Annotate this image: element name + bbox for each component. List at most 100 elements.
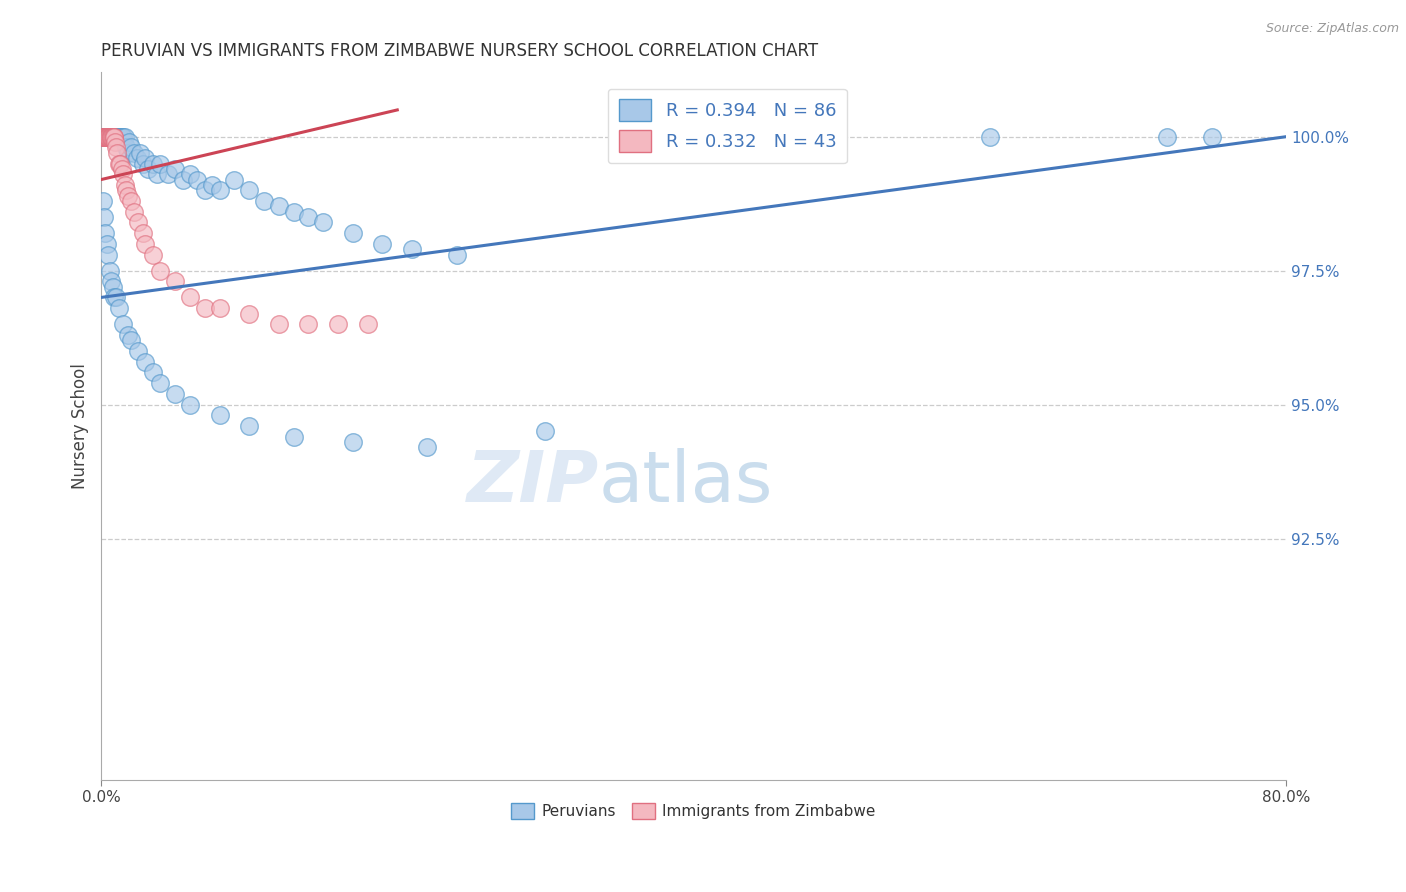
Point [101, 129, 124, 144]
Text: Source: ZipAtlas.com: Source: ZipAtlas.com [1265, 22, 1399, 36]
Point [112, 317, 135, 331]
Point [104, 129, 127, 144]
Point [120, 140, 142, 154]
Point [127, 215, 149, 229]
Point [156, 167, 179, 181]
Point [117, 327, 139, 342]
Point [94, 129, 117, 144]
Point [283, 204, 305, 219]
Point [96, 129, 118, 144]
Point [118, 135, 141, 149]
Point [105, 145, 128, 160]
Point [120, 194, 142, 208]
Point [98, 129, 121, 144]
Point [122, 204, 145, 219]
Point [165, 274, 187, 288]
Point [371, 236, 394, 251]
Point [224, 172, 246, 186]
Point [165, 387, 187, 401]
Point [94, 129, 117, 144]
Point [98, 263, 121, 277]
Point [138, 161, 160, 176]
Point [94, 129, 117, 144]
Point [108, 129, 131, 144]
Point [142, 366, 165, 380]
Point [297, 317, 319, 331]
Point [94, 129, 117, 144]
Point [115, 140, 138, 154]
Point [122, 145, 145, 160]
Point [201, 178, 224, 192]
Point [111, 161, 134, 176]
Point [101, 279, 124, 293]
Point [267, 317, 290, 331]
Point [979, 129, 1001, 144]
Point [149, 263, 172, 277]
Point [131, 226, 153, 240]
Point [238, 183, 260, 197]
Point [103, 129, 125, 144]
Point [110, 129, 132, 144]
Point [208, 183, 231, 197]
Point [91, 129, 114, 144]
Text: atlas: atlas [599, 448, 773, 517]
Point [100, 129, 122, 144]
Text: ZIP: ZIP [467, 448, 599, 517]
Point [312, 215, 335, 229]
Point [108, 301, 131, 315]
Point [117, 188, 139, 202]
Point [108, 156, 131, 170]
Point [179, 398, 201, 412]
Point [253, 194, 276, 208]
Point [194, 183, 217, 197]
Point [100, 129, 122, 144]
Point [101, 129, 124, 144]
Point [97, 247, 120, 261]
Point [127, 344, 149, 359]
Point [103, 129, 125, 144]
Point [105, 129, 128, 144]
Y-axis label: Nursery School: Nursery School [72, 363, 89, 489]
Point [238, 306, 260, 320]
Point [97, 129, 120, 144]
Point [98, 129, 121, 144]
Point [96, 129, 118, 144]
Point [91, 194, 114, 208]
Point [326, 317, 349, 331]
Point [165, 161, 187, 176]
Point [110, 156, 132, 170]
Point [179, 167, 201, 181]
Point [100, 129, 122, 144]
Point [93, 210, 115, 224]
Point [112, 167, 135, 181]
Point [111, 129, 134, 144]
Point [101, 129, 124, 144]
Point [96, 129, 118, 144]
Point [208, 409, 231, 423]
Legend: Peruvians, Immigrants from Zimbabwe: Peruvians, Immigrants from Zimbabwe [505, 797, 882, 825]
Point [112, 129, 135, 144]
Point [125, 151, 148, 165]
Point [96, 129, 118, 144]
Point [97, 129, 120, 144]
Point [103, 129, 125, 144]
Point [267, 199, 290, 213]
Point [91, 129, 114, 144]
Point [146, 167, 169, 181]
Point [104, 135, 127, 149]
Point [103, 290, 125, 304]
Point [134, 151, 156, 165]
Point [104, 140, 127, 154]
Point [283, 430, 305, 444]
Point [103, 129, 125, 144]
Point [101, 129, 124, 144]
Point [128, 145, 150, 160]
Point [416, 441, 439, 455]
Point [114, 129, 136, 144]
Point [194, 301, 217, 315]
Point [91, 129, 114, 144]
Point [97, 129, 120, 144]
Point [100, 274, 122, 288]
Point [208, 301, 231, 315]
Point [1201, 129, 1223, 144]
